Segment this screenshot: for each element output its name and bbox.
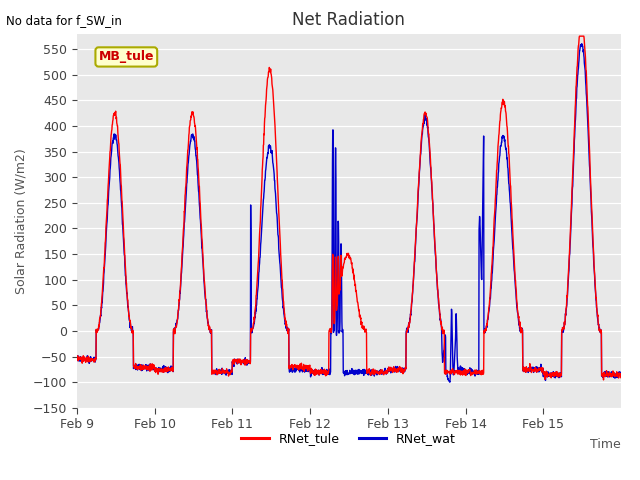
RNet_wat xyxy=(617,371,625,377)
Y-axis label: Solar Radiation (W/m2): Solar Radiation (W/m2) xyxy=(14,148,27,294)
RNet_wat xyxy=(578,41,586,47)
Line: RNet_wat: RNet_wat xyxy=(77,44,621,382)
RNet_wat xyxy=(446,379,454,385)
Legend: RNet_tule, RNet_wat: RNet_tule, RNet_wat xyxy=(237,427,461,450)
RNet_tule xyxy=(481,328,489,334)
RNet_tule xyxy=(321,370,329,375)
RNet_wat xyxy=(617,370,625,375)
RNet_tule xyxy=(575,33,583,39)
RNet_wat xyxy=(379,369,387,374)
RNet_wat xyxy=(73,355,81,361)
RNet_tule xyxy=(566,229,574,235)
Line: RNet_tule: RNet_tule xyxy=(77,36,621,380)
RNet_tule xyxy=(379,367,387,373)
RNet_wat xyxy=(321,369,329,375)
RNet_tule xyxy=(617,375,625,381)
RNet_wat xyxy=(551,372,559,378)
RNet_wat xyxy=(481,330,489,336)
RNet_tule xyxy=(73,354,81,360)
Text: No data for f_SW_in: No data for f_SW_in xyxy=(6,14,122,27)
Text: MB_tule: MB_tule xyxy=(99,50,154,63)
Title: Net Radiation: Net Radiation xyxy=(292,11,405,29)
RNet_tule xyxy=(551,372,559,377)
Text: Time: Time xyxy=(590,438,621,451)
RNet_tule xyxy=(617,372,625,377)
RNet_tule xyxy=(600,377,607,383)
RNet_wat xyxy=(567,232,575,238)
